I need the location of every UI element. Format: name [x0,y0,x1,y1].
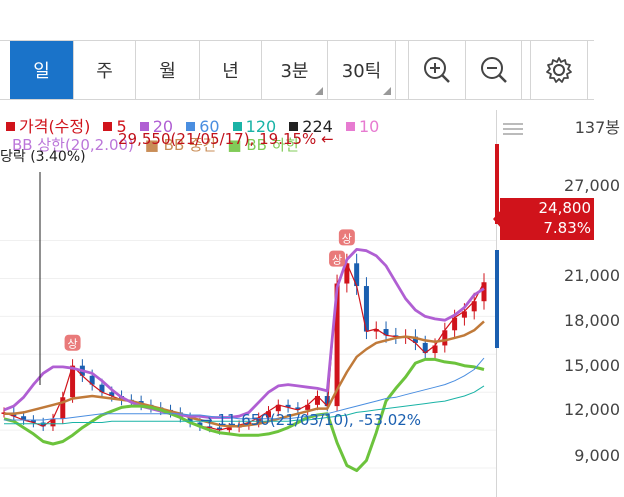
chart-toolbar: 일 주 월 년 3분 30틱 [0,40,594,100]
y-tick-label: 9,000 [574,446,620,465]
zoom-out-icon [480,57,507,83]
candle-body [256,417,262,423]
period-label-3min: 3분 [280,61,309,82]
limit-up-marker: 상 [64,334,81,351]
series-line-120 [4,385,485,425]
y-tick-label: 21,000 [564,266,620,285]
chart-legend: 가격(수정) 5 20 60 120 224 10 [6,113,387,137]
legend-item-ma5: 5 [103,117,130,136]
dropdown-corner-icon [315,87,323,95]
limit-up-marker-text: 상 [332,254,342,267]
series-line-BB-상한 [3,247,485,419]
limit-up-marker: 상 [338,229,355,246]
candle-body [197,422,203,427]
candle-body [89,375,95,385]
legend-bb-upper: BB 상한(20,2.00) [12,136,134,154]
candle-body [432,345,438,354]
limit-up-marker-text: 상 [342,232,352,245]
up-range-bar [495,144,499,224]
menu-icon[interactable] [503,120,523,138]
candle-body [21,416,27,421]
price-axis[interactable] [495,110,595,497]
settings-button[interactable] [530,41,588,99]
price-chart[interactable]: 상상상 [0,110,496,497]
candle-body [471,301,477,312]
candle-body [334,283,340,407]
candle-body [422,342,428,354]
current-price: 24,800 [538,199,592,217]
candle-body [383,329,389,336]
candle-body [265,411,271,418]
limit-up-marker-box [329,250,346,267]
period-label-30tick: 30틱 [341,61,382,82]
candle-body [226,427,232,431]
candle-body [99,384,105,393]
limit-up-marker-box [338,229,355,246]
y-tick-label: 18,000 [564,311,620,330]
candle-body [246,422,252,426]
period-button-3min[interactable]: 3분 [262,41,328,99]
candle-body [344,263,350,284]
legend-item-ma20: 20 [139,117,177,136]
y-tick-label: 27,000 [564,176,620,195]
event-annotation: 당락 (3.40%) [0,149,86,165]
dropdown-corner-icon [383,87,391,95]
candle-body [70,365,76,398]
period-button-week[interactable]: 주 [74,41,136,99]
y-tick-label: 12,000 [564,400,620,419]
legend-item-ma60: 60 [186,117,223,136]
legend-bb-low: ■ BB 하한 [227,136,300,154]
price-pointer-icon [493,210,501,228]
candle-body [412,336,418,343]
candle-body [109,392,115,397]
y-tick-label: 15,000 [564,356,620,375]
limit-up-marker: 상 [329,250,346,267]
period-button-year[interactable]: 년 [200,41,262,99]
period-button-month[interactable]: 월 [136,41,200,99]
candle-body [305,404,311,410]
period-button-30tick[interactable]: 30틱 [328,41,396,99]
zoom-in-button[interactable] [408,41,466,99]
series-line-BB-하한 [3,357,485,473]
legend-line-2: BB 상한(20,2.00) ■ BB 중간 ■ BB 하한 [12,134,299,155]
candle-body [275,404,281,412]
current-change: 7.83% [543,219,591,237]
limit-up-marker-text: 상 [68,338,78,351]
candle-body [314,396,320,405]
candle-body [285,404,291,408]
down-range-bar [495,250,499,348]
series-line-20 [4,320,485,428]
bar-count-label: 137봉 [574,118,620,137]
high-annotation: 29,550(21/05/17), 19.15% ← [118,130,334,148]
candle-body [217,427,223,431]
gear-icon [546,57,572,83]
candle-body [295,407,301,410]
candle-body [40,422,46,427]
candle-body [452,317,458,331]
candle-body [50,418,56,427]
period-button-day[interactable]: 일 [10,41,74,99]
current-price-box: 24,800 7.83% [500,198,594,240]
legend-bb-mid: ■ BB 중간 [144,136,217,154]
candle-body [461,311,467,318]
candle-body [187,417,193,423]
candle-body [363,286,369,332]
zoom-out-button[interactable] [466,41,522,99]
candle-body [373,329,379,332]
candle-body [30,420,36,423]
legend-item-ma120: 120 [232,117,281,136]
legend-item-ma10: 10 [345,117,383,136]
candle-body [481,282,487,302]
candle-body [60,397,66,419]
series-line-60 [4,357,485,421]
low-annotation: → 11,650(21/03/10), -53.02% [200,411,422,429]
candle-body [442,330,448,346]
zoom-in-icon [424,57,450,83]
legend-item-price: 가격(수정) [6,117,94,136]
candle-body [354,263,360,287]
limit-up-marker-box [64,334,81,351]
legend-item-ma224: 224 [289,117,337,136]
